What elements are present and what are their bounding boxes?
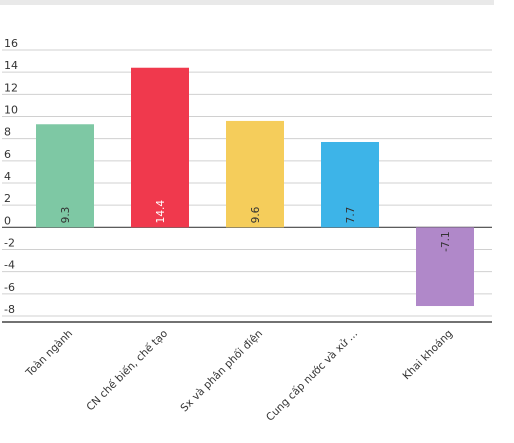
- y-tick-label: 10: [4, 104, 18, 117]
- bar: [226, 120, 284, 228]
- y-tick-label: -6: [4, 281, 15, 294]
- category-label: Toàn ngành: [23, 328, 75, 380]
- y-tick-label: 0: [4, 214, 11, 227]
- y-tick-label: 2: [4, 192, 11, 205]
- y-tick-label: 6: [4, 148, 11, 161]
- bar: [36, 124, 94, 228]
- data-label: 9.3: [60, 207, 72, 224]
- data-label: 14.4: [155, 200, 167, 224]
- data-labels: 9.3 14.4 9.6 7.7 -7.1: [60, 200, 452, 252]
- y-tick-label: -8: [4, 303, 15, 316]
- category-label: Sx và phân phối điện: [178, 328, 265, 415]
- x-axis-labels: Toàn ngành CN chế biến, chế tạo Sx và phân…: [23, 328, 455, 424]
- data-label: -7.1: [440, 231, 452, 252]
- y-tick-label: -2: [4, 237, 15, 250]
- data-label: 9.6: [250, 206, 262, 223]
- data-label: 7.7: [345, 207, 357, 224]
- y-tick-label: 14: [4, 59, 18, 72]
- bar: [321, 141, 379, 228]
- category-label: Cung cấp nước và xử ...: [264, 328, 360, 424]
- bars: [36, 67, 474, 307]
- y-tick-label: 16: [4, 37, 18, 50]
- bar: [131, 67, 189, 228]
- header-strip: [0, 0, 494, 5]
- bar: [416, 227, 474, 307]
- category-label: Khai khoáng: [401, 328, 456, 383]
- y-tick-label: -4: [4, 259, 15, 272]
- y-axis-ticks: 16 14 12 10 8 6 4 2 0 -2 -4 -6 -8: [4, 37, 18, 316]
- category-label: CN chế biến, chế tạo: [84, 328, 170, 414]
- y-tick-label: 12: [4, 81, 18, 94]
- y-tick-label: 4: [4, 170, 11, 183]
- y-tick-label: 8: [4, 126, 11, 139]
